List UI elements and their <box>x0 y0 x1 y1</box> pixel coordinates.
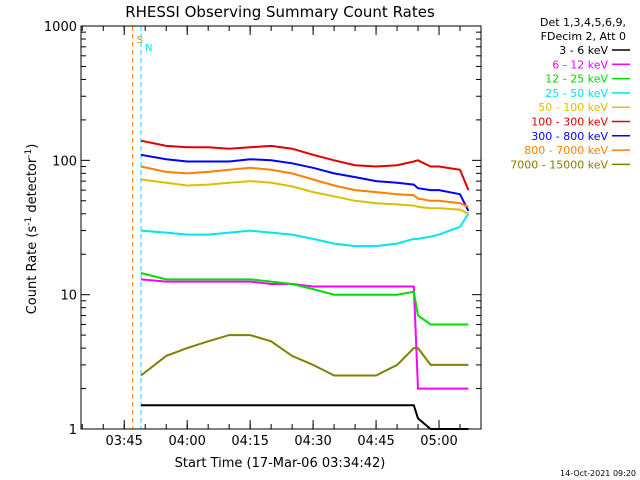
legend-entry-6: 300 - 800 keV <box>531 130 608 143</box>
footer-timestamp: 14-Oct-2021 09:20 <box>560 469 636 478</box>
y-tick-label-2: 100 <box>52 154 77 169</box>
x-tick-label-5: 05:00 <box>420 434 457 449</box>
x-axis-label: Start Time (17-Mar-06 03:34:42) <box>175 456 386 471</box>
x-tick-label-1: 04:00 <box>168 434 205 449</box>
series-line-8 <box>140 334 469 377</box>
series-line-6 <box>140 153 470 212</box>
plot-frame <box>80 25 482 430</box>
legend-entry-2: 12 - 25 keV <box>545 73 608 86</box>
series-line-7 <box>140 165 469 208</box>
series-line-5 <box>140 139 470 191</box>
x-tick-label-0: 03:45 <box>105 434 142 449</box>
y-tick-label-3: 1000 <box>44 20 77 35</box>
marker-label-n: N <box>145 43 152 54</box>
legend-entry-3: 25 - 50 keV <box>545 87 608 100</box>
series-line-1 <box>140 278 469 390</box>
marker-label-s: S <box>137 35 143 46</box>
legend-entry-7: 800 - 7000 keV <box>524 144 608 157</box>
axis-layer: 1 10 100 1000 03:45 04:00 04:15 04:30 04:45 05:00 <box>44 20 482 449</box>
series-line-2 <box>140 272 469 326</box>
legend-entry-8: 7000 - 15000 keV <box>510 158 608 171</box>
series-line-4 <box>140 178 469 215</box>
legend-entry-5: 100 - 300 keV <box>531 116 608 129</box>
series-line-0 <box>141 404 469 430</box>
x-tick-label-4: 04:45 <box>357 434 394 449</box>
y-axis-label: Count Rate (s-1 detector-1) <box>24 144 40 315</box>
legend-entry-0: 3 - 6 keV <box>559 44 608 57</box>
x-tick-label-2: 04:15 <box>231 434 268 449</box>
legend-entry-1: 6 - 12 keV <box>552 58 608 71</box>
y-tick-label-0: 1 <box>69 423 77 438</box>
series-line-3 <box>140 213 470 248</box>
chart-title: RHESSI Observing Summary Count Rates <box>125 3 435 21</box>
legend-header-2: FDecim 2, Att 0 <box>541 30 626 43</box>
legend-entry-4: 50 - 100 keV <box>538 101 608 114</box>
x-tick-label-3: 04:30 <box>294 434 331 449</box>
legend-header-1: Det 1,3,4,5,6,9, <box>540 16 626 29</box>
y-tick-label-1: 10 <box>60 289 77 304</box>
plot-layer: SN <box>132 26 470 430</box>
